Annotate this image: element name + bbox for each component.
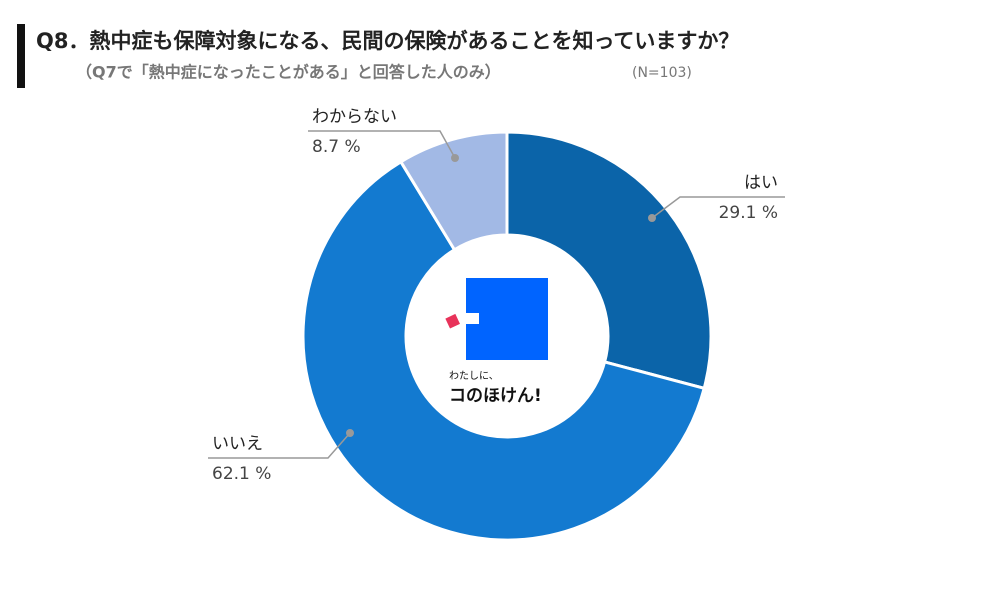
value-label: 29.1 %: [719, 203, 778, 223]
slice: [505, 130, 713, 391]
leader-line: [208, 432, 351, 459]
chart-title: Q8．熱中症も保障対象になる、民間の保険があることを知っていますか？: [36, 29, 739, 53]
category-label: わからない: [312, 107, 397, 127]
slice: [301, 159, 707, 542]
sample-size: (N=103): [632, 65, 692, 81]
title-bar: [17, 24, 25, 88]
logo-square: [466, 278, 548, 360]
leader-line: [308, 130, 456, 159]
value-label: 8.7 %: [312, 137, 361, 157]
leader-dot: [648, 214, 656, 222]
chart-subtitle: （Q7で「熱中症になったことがある」と回答した人のみ）: [76, 63, 501, 82]
center-logo: わたしに、 コのほけん!: [445, 278, 548, 406]
leader-dot: [346, 429, 354, 437]
donut: [301, 130, 713, 542]
leader-dot: [451, 154, 459, 162]
logo-small-text: わたしに、: [449, 370, 499, 382]
slice: [398, 130, 509, 252]
value-label: 62.1 %: [212, 464, 271, 484]
category-label: いいえ: [212, 434, 263, 454]
logo-diamond: [445, 313, 460, 329]
logo-text: コのほけん!: [449, 386, 542, 406]
leader-line: [651, 196, 785, 219]
category-label: はい: [744, 173, 778, 193]
logo-notch: [462, 313, 479, 324]
